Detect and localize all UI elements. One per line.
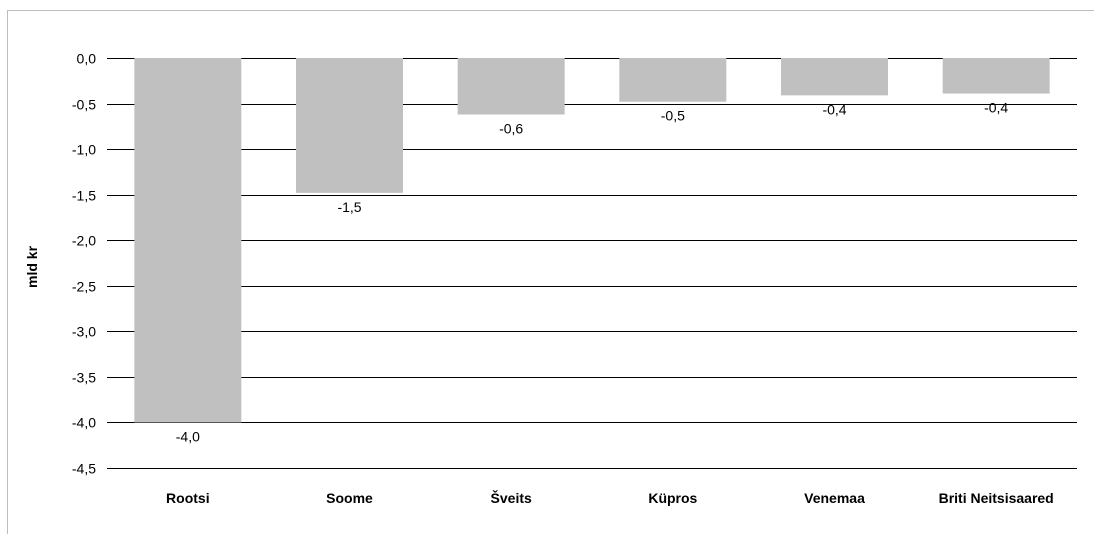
y-axis-title: mld kr [24,245,40,288]
data-label: -0,6 [499,120,523,136]
y-tick-label: -1,0 [72,142,96,158]
chart-frame [7,10,1094,534]
data-label: -0,4 [822,101,846,117]
category-label: Rootsi [166,490,210,506]
bar-venemaa [781,58,888,96]
category-label: Briti Neitsisaared [939,490,1054,506]
data-labels: -4,0 -1,5 -0,6 -0,5 -0,4 -0,4 [176,100,1009,445]
y-tick-label: -3,0 [72,324,96,340]
data-label: -0,5 [661,108,685,124]
bar-küpros [619,58,727,102]
bar-briti-neitsisaared [942,58,1050,94]
y-tick-label: -4,5 [72,461,96,477]
category-label: Šveits [491,489,532,506]
y-tick-label: 0,0 [77,51,97,67]
x-axis-categories: Rootsi Soome Šveits Küpros Venemaa Briti Neit… [166,489,1054,506]
bar-šveits [457,58,565,115]
y-tick-label: -3,5 [72,370,96,386]
bar-rootsi [134,58,242,423]
bar-soome [296,58,403,193]
y-axis-ticks: 0,0 -0,5 -1,0 -1,5 -2,0 -2,5 -3,0 -3,5 -4,0 -4,5 [72,51,96,477]
gridlines [107,58,1077,469]
y-tick-label: -0,5 [72,97,96,113]
data-label: -4,0 [176,428,200,444]
bars [134,58,1050,423]
y-tick-label: -1,5 [72,188,96,204]
data-label: -1,5 [337,199,361,215]
category-label: Soome [326,490,373,506]
data-label: -0,4 [984,100,1008,116]
y-tick-label: -2,0 [72,233,96,249]
y-tick-label: -2,5 [72,279,96,295]
y-tick-label: -4,0 [72,415,96,431]
category-label: Venemaa [804,490,865,506]
category-label: Küpros [648,490,697,506]
